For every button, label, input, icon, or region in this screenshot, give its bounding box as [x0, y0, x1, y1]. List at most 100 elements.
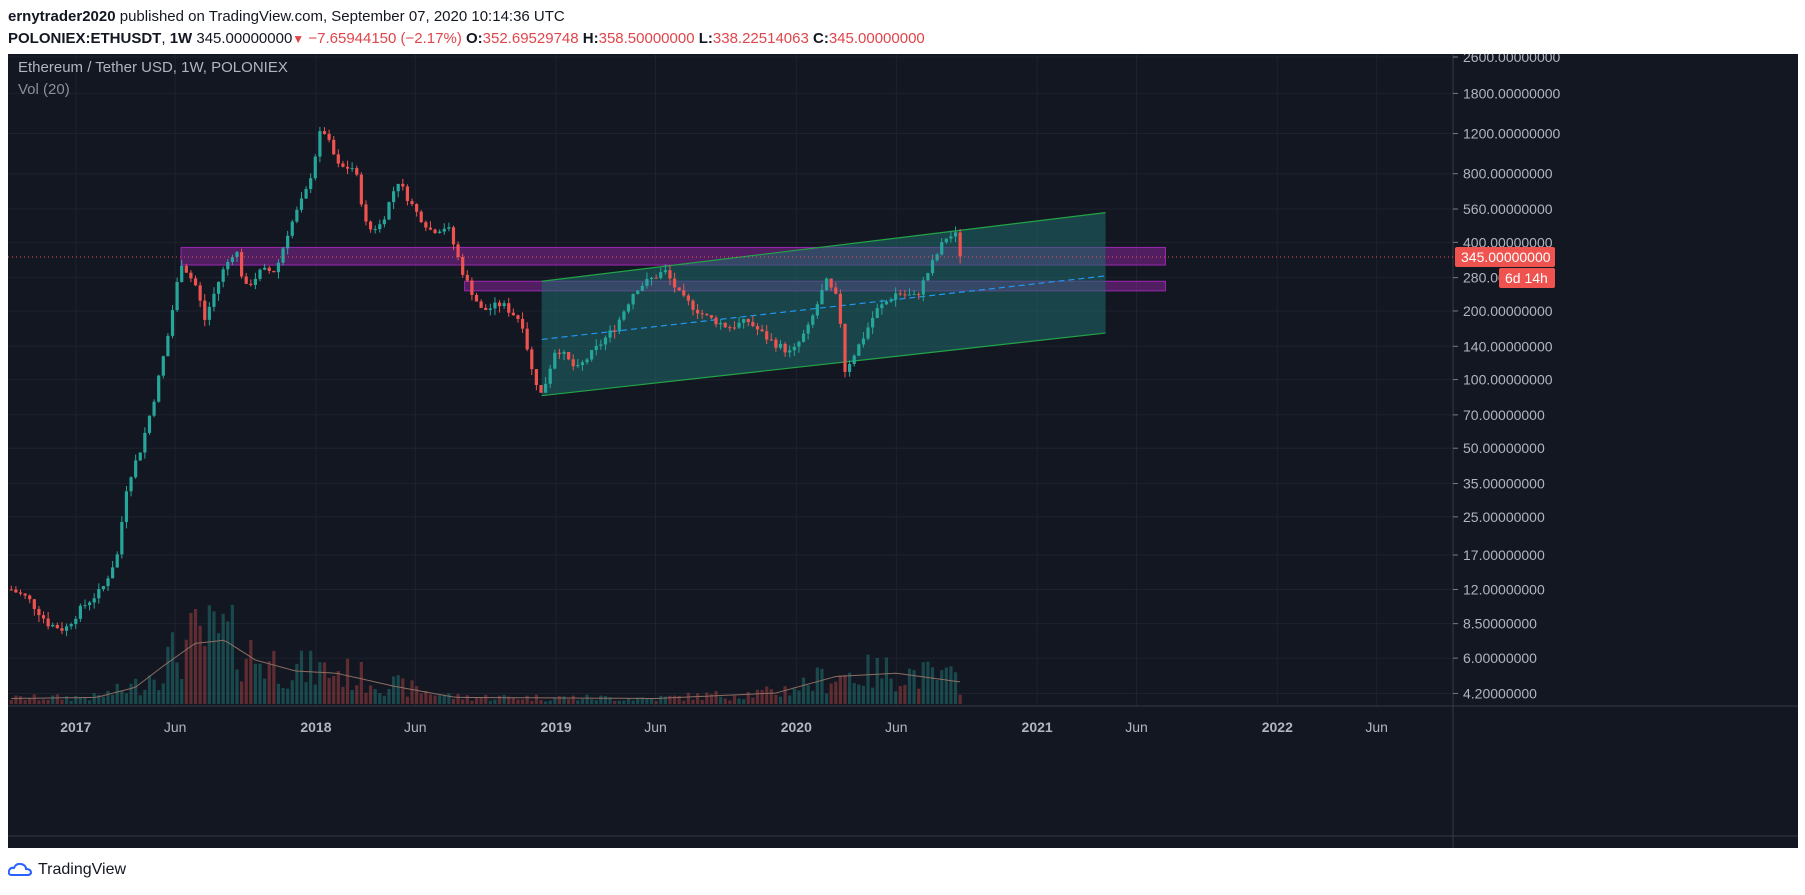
volume-bar: [14, 695, 18, 704]
volume-bar: [428, 694, 433, 704]
volume-bar: [479, 697, 483, 704]
candle-body: [636, 290, 640, 294]
candle-body: [401, 183, 405, 187]
candle-body: [318, 131, 322, 157]
tradingview-logo[interactable]: TradingView: [8, 861, 126, 879]
candle-body: [580, 362, 585, 366]
volume-bar: [83, 697, 87, 704]
candle-body: [456, 244, 460, 258]
author-name[interactable]: ernytrader2020: [8, 8, 116, 25]
high-value: 358.50000000: [598, 30, 695, 47]
candle-body: [322, 131, 327, 134]
volume-bar: [401, 678, 405, 704]
volume-bar: [543, 701, 548, 704]
volume-bar: [921, 662, 925, 704]
candle-body: [69, 624, 73, 627]
volume-bar: [824, 693, 829, 704]
candle-body: [488, 308, 492, 310]
time-tick-label: 2019: [541, 719, 572, 735]
volume-bar: [152, 679, 156, 704]
volume-bar: [9, 700, 13, 704]
chart-area[interactable]: Ethereum / Tether USD, 1W, POLONIEX Vol …: [8, 49, 1798, 848]
candle-body: [60, 628, 64, 631]
volume-bar: [391, 676, 396, 704]
volume-bar: [783, 686, 787, 704]
candle-body: [871, 317, 875, 328]
candle-body: [216, 281, 221, 294]
candle-body: [212, 293, 216, 307]
volume-bar: [525, 695, 529, 704]
candle-body: [373, 229, 377, 231]
volume-bar: [672, 695, 677, 704]
volume-bar: [60, 699, 64, 704]
volume-bar: [69, 700, 73, 704]
candle-body: [898, 293, 902, 295]
volume-bar: [64, 696, 69, 704]
price-chart[interactable]: Ethereum / Tether USD, 1W, POLONIEX Vol …: [8, 49, 1798, 848]
volume-bar: [792, 688, 796, 704]
candle-body: [327, 133, 331, 140]
candle-body: [272, 270, 276, 273]
candle-body: [834, 287, 838, 294]
candle-body: [705, 314, 709, 316]
volume-bar: [903, 684, 907, 704]
volume-bar: [608, 697, 612, 704]
candle-body: [907, 294, 912, 296]
volume-bar: [622, 700, 626, 704]
volume-bar: [405, 696, 410, 704]
volume-bar: [898, 686, 902, 704]
volume-bar: [484, 694, 488, 704]
volume-bar: [691, 699, 695, 704]
candle-body: [631, 293, 635, 305]
price-tick-label: 25.00000000: [1463, 509, 1545, 525]
volume-bar: [345, 658, 350, 704]
time-tick-label: Jun: [404, 719, 427, 735]
candle-body: [166, 335, 170, 357]
candle-body: [530, 349, 534, 370]
volume-bar: [74, 696, 78, 704]
price-axis[interactable]: 2600.00000000 1800.00000000 1200.00000000 8…: [1453, 49, 1561, 701]
candle-body: [516, 315, 520, 319]
candle-body: [106, 578, 110, 587]
volume-bar: [861, 685, 866, 704]
low-label: L:: [698, 30, 713, 47]
candle-body: [28, 595, 32, 600]
volume-bar: [930, 667, 935, 704]
candle-body: [792, 346, 796, 351]
time-tick-label: 2020: [781, 719, 812, 735]
price-tick-label: 200.00000000: [1463, 303, 1553, 319]
volume-bar: [603, 696, 608, 704]
candle-body: [746, 319, 750, 323]
candle-body: [203, 300, 207, 320]
volume-bar: [189, 612, 193, 704]
candle-body: [470, 280, 474, 295]
candle-body: [649, 277, 654, 279]
candle-body: [332, 139, 336, 155]
candle-body: [170, 310, 175, 336]
volume-bar: [134, 678, 138, 704]
volume-bar: [309, 650, 313, 704]
time-axis[interactable]: 2017 Jun 2018 Jun 2019 Jun 2020 Jun 2021 Jun 2022 J…: [60, 719, 1388, 735]
volume-bar: [304, 682, 308, 704]
candle-body: [571, 359, 575, 367]
candle-body: [806, 324, 810, 334]
low-value: 338.22514063: [712, 30, 809, 47]
volume-bar: [843, 674, 847, 704]
volume-bar: [322, 662, 327, 704]
candle-body: [249, 283, 253, 285]
time-tick-label: Jun: [644, 719, 667, 735]
candle-body: [926, 273, 930, 281]
volume-bar: [451, 698, 456, 704]
tradingview-brand: TradingView: [38, 861, 127, 878]
volume-bar: [732, 695, 737, 704]
candle-body: [419, 211, 423, 223]
volume-bar: [474, 697, 479, 704]
volume-bar: [797, 690, 801, 704]
candle-body: [958, 232, 962, 257]
volume-bar: [617, 700, 621, 704]
candle-body: [235, 252, 239, 258]
candle-body: [677, 287, 681, 291]
high-label: H:: [582, 30, 599, 47]
candle-body: [286, 235, 290, 249]
down-triangle-icon: ▼: [292, 32, 305, 46]
